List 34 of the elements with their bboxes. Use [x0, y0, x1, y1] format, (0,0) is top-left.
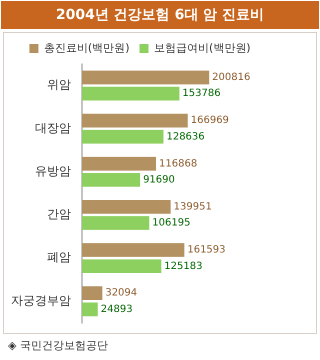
data-label: 153786	[182, 88, 221, 100]
legend-label: 보험급여비(백만원)	[154, 41, 251, 54]
data-label: 161593	[187, 244, 226, 256]
data-label: 139951	[174, 201, 212, 212]
bar	[82, 70, 210, 84]
data-label: 106195	[152, 218, 190, 229]
bar	[82, 216, 150, 230]
chart-title: 2004년 건강보험 6대 암 진료비	[0, 0, 320, 30]
bar	[82, 286, 102, 300]
bar	[82, 130, 164, 144]
data-label: 128636	[166, 131, 205, 142]
bar	[82, 86, 180, 101]
data-label: 32094	[105, 288, 138, 299]
data-label: 24893	[100, 304, 133, 315]
text: ◈ 국민건강보험공단	[8, 338, 109, 353]
y-tick-label: 폐암	[47, 250, 71, 264]
data-label: 91690	[143, 174, 175, 186]
y-tick-label: 간암	[47, 207, 71, 222]
bar	[82, 302, 98, 316]
legend-label: 총진료비(백만원)	[44, 41, 130, 54]
data-label: 116868	[159, 158, 198, 170]
data-label: 166969	[190, 115, 229, 126]
bar	[82, 200, 171, 214]
y-tick-label: 자궁경부암	[11, 293, 71, 308]
y-tick-label: 유방암	[35, 164, 71, 178]
bar	[82, 114, 188, 128]
y-tick-label: 위암	[47, 78, 71, 92]
data-label: 125183	[164, 260, 202, 272]
bar	[82, 259, 162, 274]
y-tick-label: 대장암	[35, 120, 71, 135]
data-label: 200816	[212, 72, 250, 84]
bar	[82, 156, 156, 171]
bar	[82, 173, 140, 187]
bar	[82, 243, 184, 257]
